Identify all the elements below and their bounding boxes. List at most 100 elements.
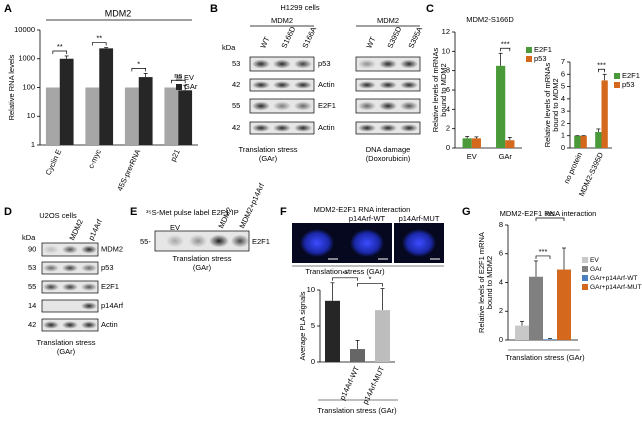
y-axis-label: Relative levels of mRNAs	[431, 47, 440, 132]
significance-bracket	[535, 217, 565, 221]
y-tick-label: 0	[561, 143, 565, 152]
panel-label: G	[462, 206, 471, 218]
bar	[515, 325, 529, 340]
band	[273, 81, 291, 89]
group-label: MDM2	[377, 16, 399, 25]
panel-label: A	[4, 3, 12, 15]
y-tick-label: 6	[446, 85, 450, 94]
band	[400, 59, 418, 69]
y-tick-label: 100	[22, 82, 35, 91]
band	[379, 101, 397, 111]
band	[43, 283, 59, 291]
bar	[462, 138, 472, 148]
bar	[178, 90, 193, 145]
bar	[471, 138, 481, 148]
band	[379, 59, 397, 69]
x-tick-label: EV	[467, 152, 477, 161]
protein-label: p14Arf	[101, 301, 124, 310]
chart-title: MDM2-E2F1 RNA interaction	[500, 209, 597, 218]
nucleus	[402, 229, 436, 257]
significance-label: *	[369, 275, 372, 284]
band	[273, 101, 291, 111]
y-tick-label: 5	[311, 321, 315, 330]
kda: 14	[28, 301, 36, 310]
bar	[325, 300, 340, 362]
caption: Translation stress	[37, 338, 96, 347]
caption: (GAr)	[57, 347, 76, 356]
y-tick-label: 2	[499, 306, 503, 315]
panel-label: D	[4, 206, 12, 218]
protein-label: MDM2	[101, 244, 123, 253]
kda: 42	[28, 320, 36, 329]
significance-bracket	[535, 255, 551, 259]
band	[81, 264, 97, 272]
kda-label: kDa	[222, 43, 236, 52]
band	[252, 101, 270, 111]
x-axis-label: Translation stress (GAr)	[505, 353, 585, 362]
significance-label: **	[342, 269, 348, 278]
band	[358, 124, 376, 132]
legend-swatch	[614, 82, 620, 88]
bar	[505, 140, 515, 148]
lane-label: EV	[170, 223, 180, 232]
legend-swatch	[582, 275, 588, 281]
band	[379, 124, 397, 132]
blot-title: H1299 cells	[280, 3, 319, 12]
y-tick-label: 10	[307, 285, 315, 294]
band	[43, 321, 59, 329]
band	[252, 81, 270, 89]
band	[400, 124, 418, 132]
panel-title: MDM2-E2F1 RNA interaction	[314, 205, 411, 214]
y-tick-label: 3	[561, 106, 565, 115]
legend-label: E2F1	[534, 45, 552, 54]
y-tick-label: 8	[446, 66, 450, 75]
band	[252, 59, 270, 69]
kda-label: 55-	[140, 237, 151, 246]
panel-label: C	[426, 3, 434, 15]
blot-title: U2OS cells	[39, 211, 77, 220]
panel-label: E	[130, 206, 137, 218]
protein-label: Actin	[318, 80, 335, 89]
y-tick-label: 0	[499, 335, 503, 344]
chart-title: MDM2-S166D	[466, 15, 514, 24]
x-tick-label: 45S-prerRNA	[115, 148, 142, 193]
y-tick-label: 6	[561, 69, 565, 78]
significance-bracket	[598, 68, 605, 73]
nucleus	[300, 229, 334, 257]
bar	[595, 132, 602, 148]
y-axis-label: Relative RNA levels	[7, 54, 16, 120]
x-tick-label: no protein	[562, 151, 584, 185]
bar	[45, 87, 60, 145]
band	[62, 245, 78, 254]
bar	[350, 349, 365, 362]
panel-label: B	[210, 3, 218, 15]
band	[62, 264, 78, 272]
band	[62, 321, 78, 329]
bar	[543, 339, 557, 340]
bar	[85, 87, 100, 145]
significance-label: **	[57, 42, 63, 51]
y-tick-label: 12	[442, 27, 450, 36]
x-tick-label: p21	[168, 148, 181, 163]
significance-label: ns	[174, 71, 182, 80]
legend-swatch	[614, 73, 620, 79]
significance-label: **	[96, 34, 102, 43]
caption: (GAr)	[259, 154, 278, 163]
y-tick-label: 1	[561, 131, 565, 140]
band	[81, 302, 97, 310]
band	[189, 234, 207, 248]
band	[294, 124, 312, 132]
bar	[375, 310, 390, 362]
legend-swatch	[582, 266, 588, 272]
kda: 42	[232, 123, 240, 132]
legend-label: GAr	[184, 82, 198, 91]
lane-label: p14Arf	[86, 217, 104, 242]
bar	[99, 48, 114, 145]
image-label: p14Arf-MUT	[399, 214, 440, 223]
bar	[601, 80, 608, 148]
bar	[59, 58, 74, 145]
lane-label: S166A	[300, 25, 318, 49]
protein-label: E2F1	[318, 101, 336, 110]
caption: Translation stress (GAr)	[305, 267, 385, 276]
